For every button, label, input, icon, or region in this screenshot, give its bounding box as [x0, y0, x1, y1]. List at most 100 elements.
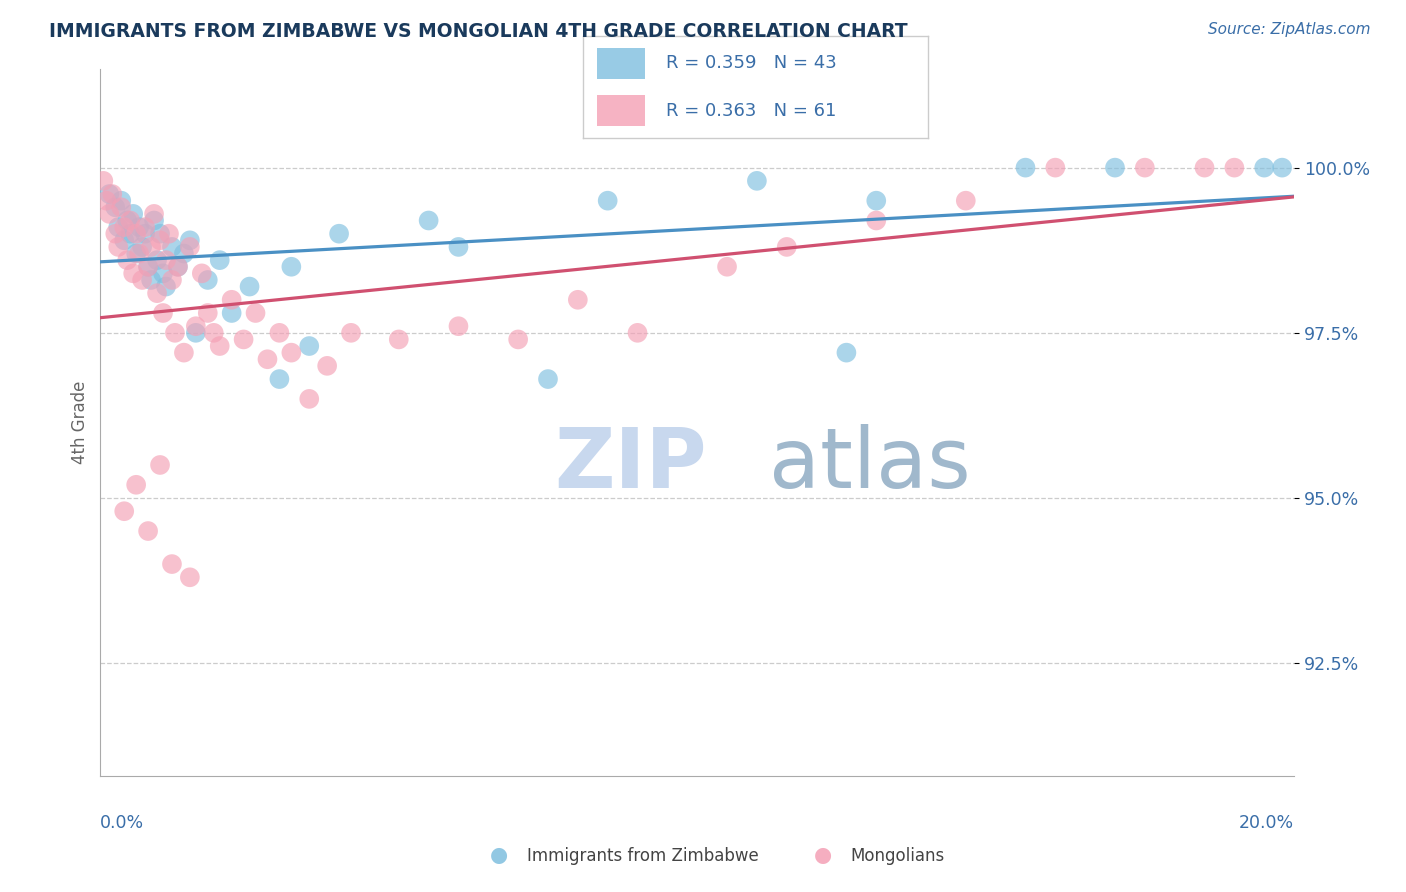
Point: [136, 524, 159, 538]
Point: [136, 260, 159, 274]
Point: [136, 260, 159, 274]
Point: [537, 372, 560, 386]
Point: [98, 187, 121, 202]
Point: [1014, 161, 1036, 175]
Point: [1104, 161, 1126, 175]
Point: [128, 220, 150, 235]
Point: [221, 293, 243, 307]
Text: IMMIGRANTS FROM ZIMBABWE VS MONGOLIAN 4TH GRADE CORRELATION CHART: IMMIGRANTS FROM ZIMBABWE VS MONGOLIAN 4T…: [49, 22, 908, 41]
Y-axis label: 4th Grade: 4th Grade: [72, 380, 89, 464]
Point: [191, 266, 214, 280]
Point: [157, 227, 180, 241]
Point: [298, 339, 321, 353]
Point: [197, 273, 219, 287]
Point: [131, 240, 153, 254]
Point: [208, 339, 231, 353]
Point: [149, 227, 172, 241]
Point: [139, 240, 162, 254]
Point: [340, 326, 363, 340]
Text: ●: ●: [491, 846, 508, 865]
Point: [143, 207, 166, 221]
Point: [173, 345, 195, 359]
Point: [567, 293, 589, 307]
Point: [146, 286, 169, 301]
Text: 0.0%: 0.0%: [100, 814, 145, 832]
Point: [125, 246, 148, 260]
Point: [155, 279, 177, 293]
Point: [167, 260, 190, 274]
Point: [1133, 161, 1156, 175]
Point: [197, 306, 219, 320]
Point: [184, 326, 207, 340]
Point: [184, 319, 207, 334]
Text: ZIP: ZIP: [554, 424, 706, 505]
Point: [508, 333, 530, 347]
Text: atlas: atlas: [769, 424, 970, 505]
Point: [835, 345, 858, 359]
Point: [120, 213, 142, 227]
Point: [160, 557, 183, 571]
Point: [160, 273, 183, 287]
Point: [316, 359, 339, 373]
Point: [107, 220, 129, 235]
Point: [1194, 161, 1216, 175]
Point: [115, 213, 138, 227]
Point: [776, 240, 799, 254]
Point: [269, 372, 291, 386]
Point: [298, 392, 321, 406]
Point: [418, 213, 440, 227]
Text: R = 0.363   N = 61: R = 0.363 N = 61: [666, 102, 837, 120]
Point: [221, 306, 243, 320]
Point: [716, 260, 738, 274]
Point: [134, 220, 156, 235]
Point: [160, 240, 183, 254]
Point: [232, 333, 254, 347]
Point: [1271, 161, 1294, 175]
Point: [149, 233, 172, 247]
Point: [110, 200, 132, 214]
Text: R = 0.359   N = 43: R = 0.359 N = 43: [666, 54, 837, 72]
Point: [239, 279, 262, 293]
Point: [280, 260, 302, 274]
Text: Immigrants from Zimbabwe: Immigrants from Zimbabwe: [527, 847, 759, 865]
Point: [179, 240, 201, 254]
Point: [155, 253, 177, 268]
Text: Mongolians: Mongolians: [851, 847, 945, 865]
Point: [131, 273, 153, 287]
Point: [328, 227, 350, 241]
Point: [101, 187, 124, 202]
Point: [202, 326, 225, 340]
Point: [152, 306, 174, 320]
Point: [179, 233, 201, 247]
Bar: [598, 48, 645, 78]
Point: [280, 345, 302, 359]
Text: 20.0%: 20.0%: [1239, 814, 1294, 832]
Point: [98, 207, 121, 221]
Point: [745, 174, 768, 188]
Point: [1223, 161, 1246, 175]
Point: [149, 458, 172, 472]
Point: [865, 194, 887, 208]
Point: [91, 174, 114, 188]
Point: [139, 273, 162, 287]
Point: [167, 260, 190, 274]
Text: ●: ●: [814, 846, 831, 865]
Point: [107, 240, 129, 254]
Point: [125, 477, 148, 491]
Point: [447, 319, 470, 334]
Point: [955, 194, 977, 208]
Point: [173, 246, 195, 260]
Text: Source: ZipAtlas.com: Source: ZipAtlas.com: [1208, 22, 1371, 37]
Point: [146, 253, 169, 268]
Point: [152, 266, 174, 280]
Point: [112, 233, 135, 247]
Point: [143, 213, 166, 227]
Point: [96, 194, 118, 208]
Point: [104, 227, 127, 241]
Point: [104, 200, 127, 214]
Point: [388, 333, 411, 347]
Point: [115, 253, 138, 268]
Point: [596, 194, 619, 208]
Point: [179, 570, 201, 584]
Point: [122, 266, 145, 280]
